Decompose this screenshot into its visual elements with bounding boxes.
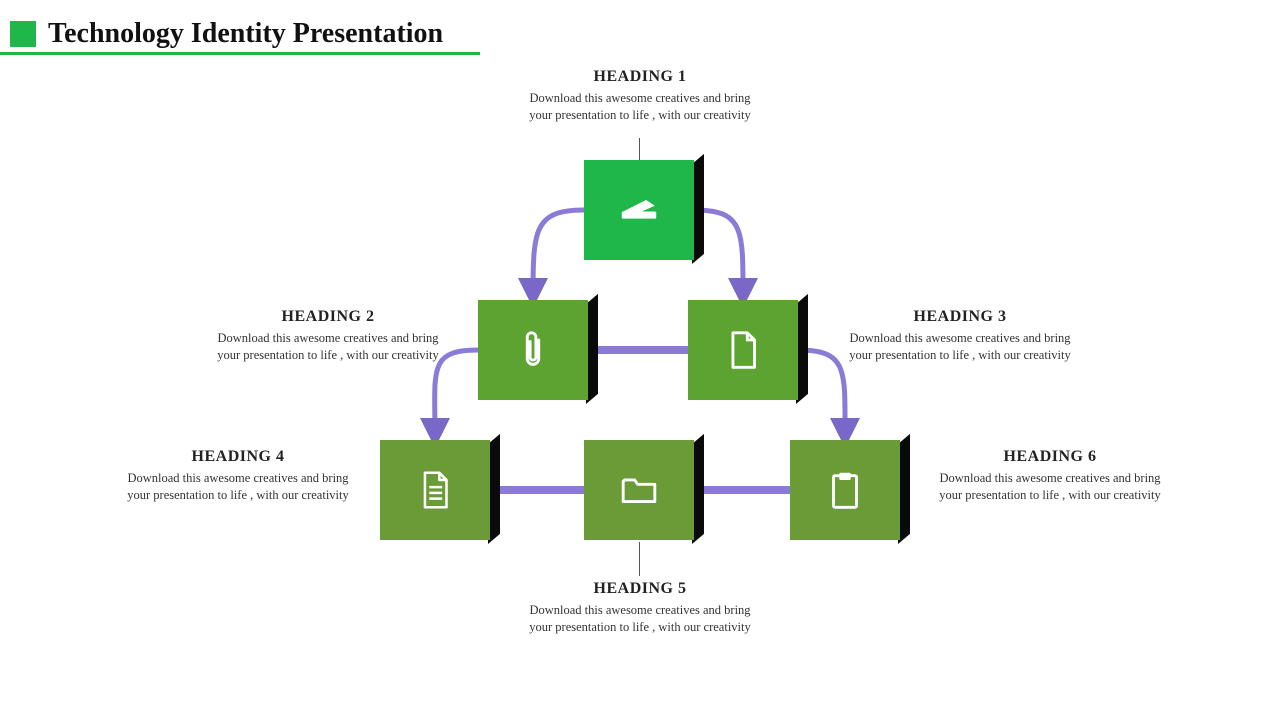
node-box-2: [478, 300, 588, 400]
node-box-4: [380, 440, 490, 540]
heading-block-4: HEADING 4 Download this awesome creative…: [118, 448, 358, 504]
box-face: [584, 440, 694, 540]
box-face: [380, 440, 490, 540]
title-accent-square: [10, 21, 36, 47]
heading-text: HEADING 1: [520, 68, 760, 86]
heading-text: HEADING 6: [930, 448, 1170, 466]
box-face: [790, 440, 900, 540]
stapler-icon: [616, 187, 662, 233]
heading-text: HEADING 2: [208, 308, 448, 326]
box-face: [478, 300, 588, 400]
description-text: Download this awesome creatives and brin…: [118, 470, 358, 504]
heading-block-5: HEADING 5 Download this awesome creative…: [520, 580, 760, 636]
slide-title-bar: Technology Identity Presentation: [0, 18, 443, 50]
heading-block-6: HEADING 6 Download this awesome creative…: [930, 448, 1170, 504]
heading-block-3: HEADING 3 Download this awesome creative…: [840, 308, 1080, 364]
description-text: Download this awesome creatives and brin…: [208, 330, 448, 364]
document-icon: [412, 467, 458, 513]
title-underline: [0, 52, 480, 55]
box-face: [688, 300, 798, 400]
heading-block-1: HEADING 1 Download this awesome creative…: [520, 68, 760, 124]
folder-icon: [616, 467, 662, 513]
heading-text: HEADING 4: [118, 448, 358, 466]
description-text: Download this awesome creatives and brin…: [520, 602, 760, 636]
clipboard-icon: [822, 467, 868, 513]
paperclip-icon: [510, 327, 556, 373]
file-icon: [720, 327, 766, 373]
heading-block-2: HEADING 2 Download this awesome creative…: [208, 308, 448, 364]
node-box-6: [790, 440, 900, 540]
node-box-5: [584, 440, 694, 540]
description-text: Download this awesome creatives and brin…: [840, 330, 1080, 364]
description-text: Download this awesome creatives and brin…: [930, 470, 1170, 504]
node-box-1: [584, 160, 694, 260]
slide-title: Technology Identity Presentation: [48, 18, 443, 50]
heading-text: HEADING 5: [520, 580, 760, 598]
diagram-stage: HEADING 1 Download this awesome creative…: [0, 60, 1280, 720]
description-text: Download this awesome creatives and brin…: [520, 90, 760, 124]
leader-line-bottom: [639, 542, 640, 576]
leader-line-top: [639, 138, 640, 160]
box-face: [584, 160, 694, 260]
heading-text: HEADING 3: [840, 308, 1080, 326]
node-box-3: [688, 300, 798, 400]
